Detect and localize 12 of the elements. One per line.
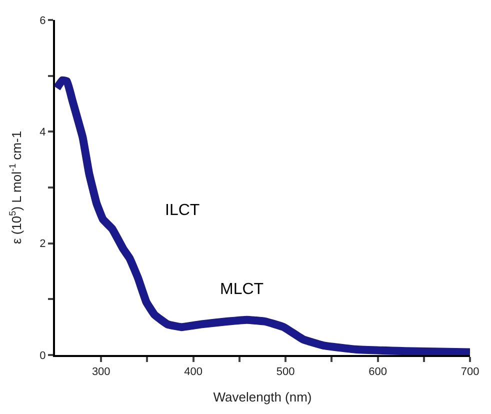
- x-axis-title: Wavelength (nm): [213, 389, 312, 404]
- x-tick-label: 700: [460, 366, 480, 378]
- y-tick-label: 0: [40, 350, 46, 362]
- y-tick-label: 4: [40, 126, 46, 139]
- x-tick-label: 600: [368, 366, 387, 378]
- annotation: ILCT: [165, 202, 200, 219]
- y-tick-label: 2: [40, 238, 46, 250]
- x-tick-label: 400: [184, 366, 203, 378]
- x-tick-label: 300: [92, 366, 110, 378]
- annotation: MLCT: [220, 281, 264, 298]
- y-tick-label: 6: [40, 14, 46, 27]
- x-tick-label: 500: [276, 366, 295, 378]
